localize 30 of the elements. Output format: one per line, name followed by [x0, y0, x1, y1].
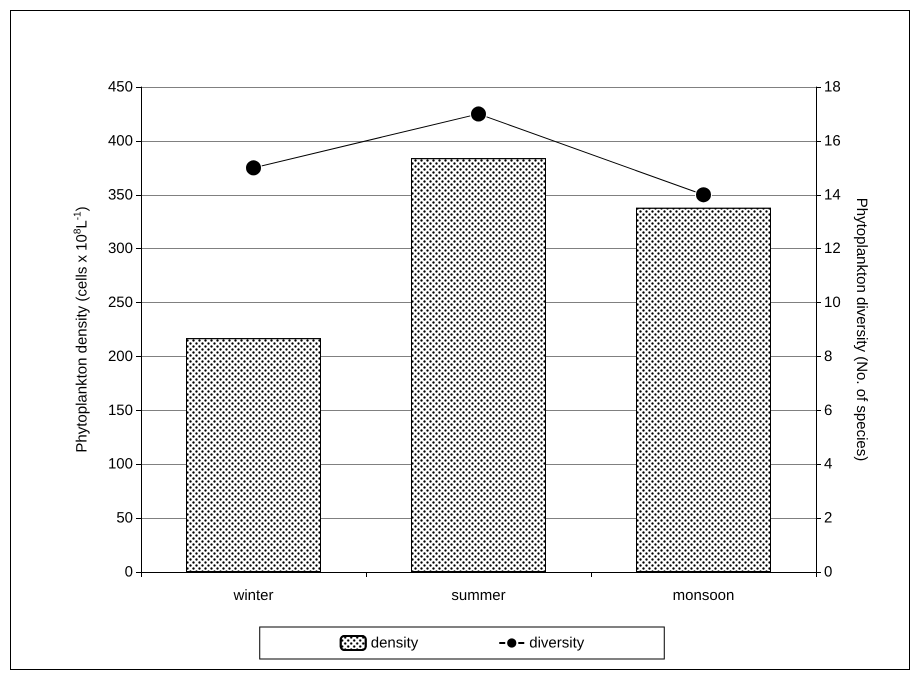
y-tick-label: 450 [108, 78, 133, 96]
y2-tick-label: 0 [824, 564, 832, 580]
y-tick-label: 150 [108, 402, 133, 419]
y-tick-label: 0 [124, 564, 133, 580]
y-tick-label: 350 [108, 186, 133, 204]
y-tick-label: 400 [108, 132, 133, 150]
y-axis-title: Phytoplankton density (cells x 108L-1) [72, 206, 90, 453]
y2-tick-label: 10 [824, 294, 841, 312]
y2-tick-label: 2 [824, 510, 832, 527]
x-tick-label: monsoon [672, 587, 734, 604]
legend-label: diversity [529, 634, 585, 652]
y2-axis-title: Phytoplankton diversity (No. of species) [853, 198, 870, 462]
y2-tick-label: 18 [824, 78, 841, 96]
legend-label: density [370, 634, 419, 652]
x-tick-label: winter [232, 587, 274, 604]
y-tick-label: 100 [108, 456, 133, 473]
y-tick-label: 50 [116, 510, 133, 527]
point [245, 159, 262, 176]
y2-tick-label: 4 [824, 456, 832, 473]
y2-tick-label: 14 [824, 186, 841, 204]
y2-tick-label: 6 [824, 402, 832, 419]
y-tick-label: 250 [108, 294, 133, 312]
y2-tick-label: 12 [824, 240, 841, 258]
point [470, 105, 487, 122]
y-tick-label: 300 [108, 240, 133, 258]
y-tick-label: 200 [108, 348, 133, 365]
x-tick-label: summer [451, 587, 506, 604]
y2-tick-label: 16 [824, 132, 841, 150]
point [695, 186, 712, 204]
y2-tick-label: 8 [824, 348, 832, 365]
